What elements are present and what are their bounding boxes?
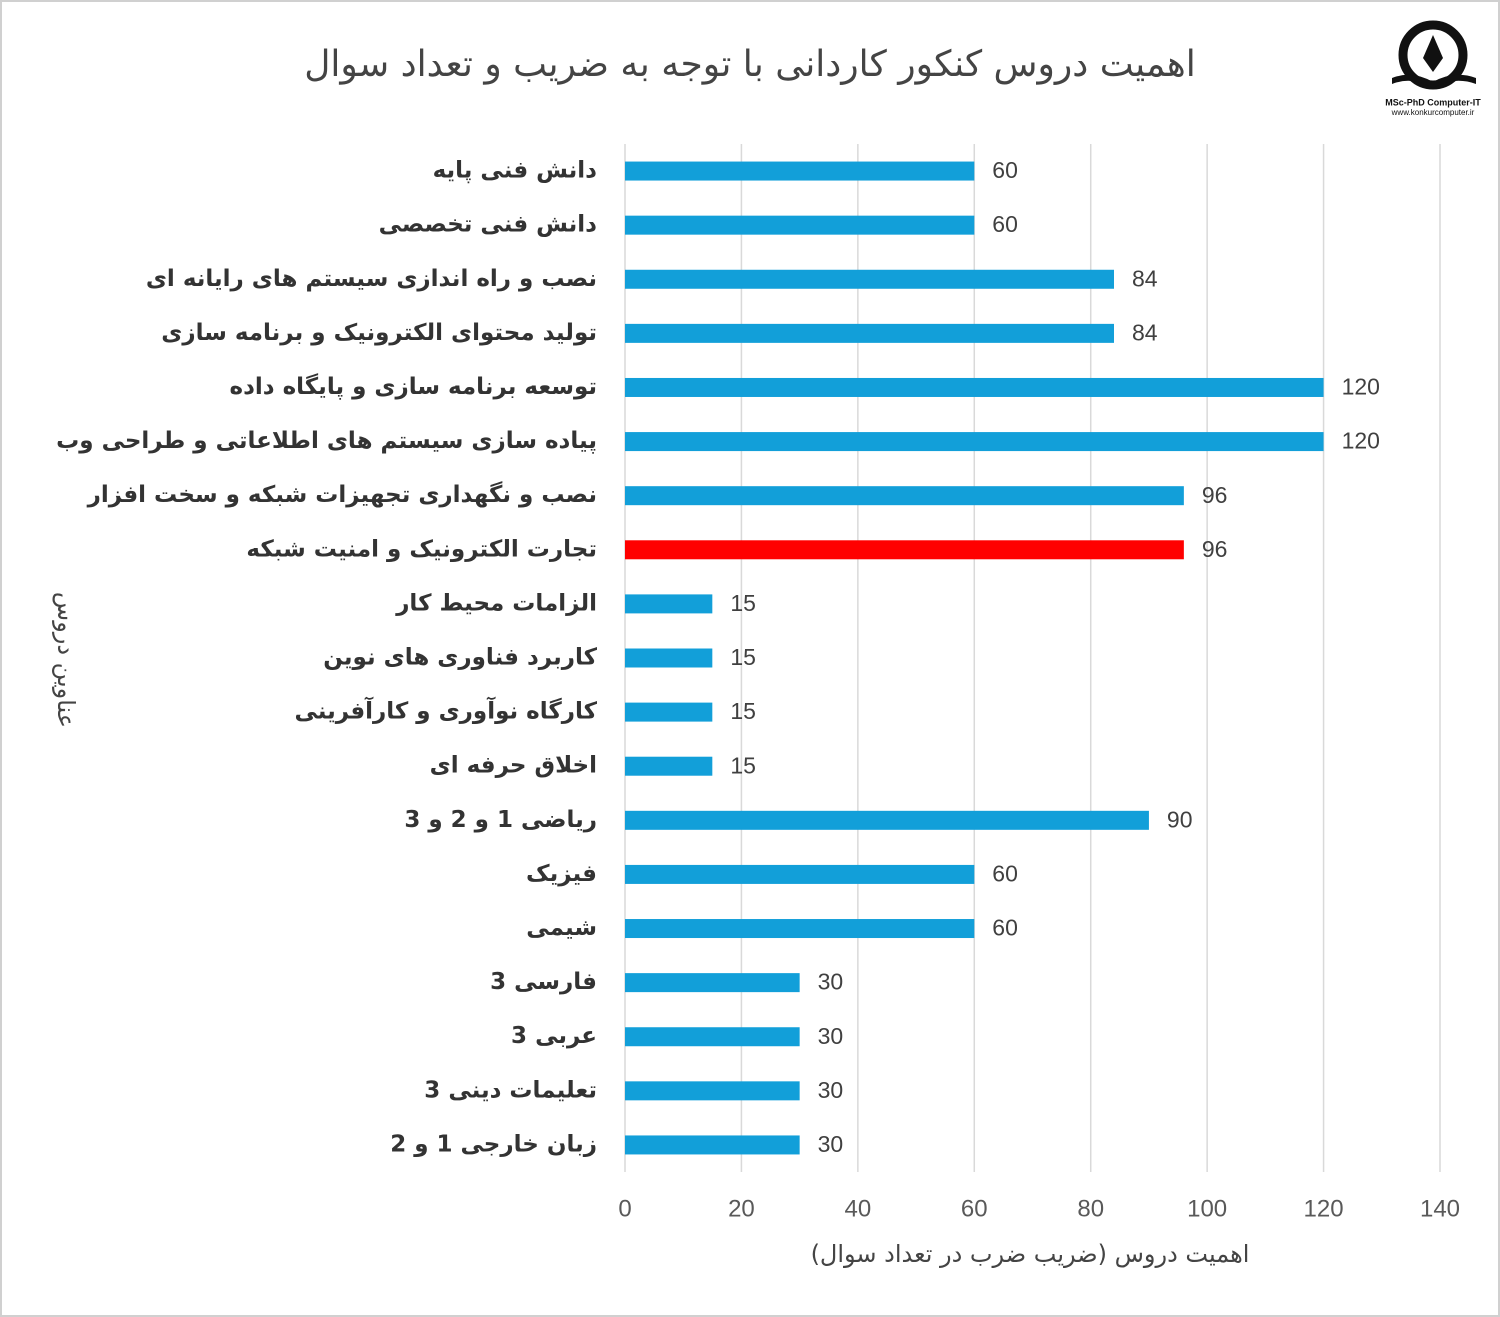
value-label: 30 xyxy=(818,1131,844,1157)
bar xyxy=(625,864,975,884)
value-label: 30 xyxy=(818,969,844,995)
x-tick-label: 0 xyxy=(618,1195,631,1222)
logo-book xyxy=(1392,74,1476,88)
y-tick-label: کارگاه نوآوری و کارآفرینی xyxy=(294,696,597,725)
bar xyxy=(625,486,1184,506)
y-tick-label: اخلاق حرفه ای xyxy=(430,753,597,779)
x-tick-label: 20 xyxy=(728,1195,755,1222)
value-label: 15 xyxy=(730,698,756,724)
chart-title: اهمیت دروس کنکور کاردانی با توجه به ضریب… xyxy=(304,44,1196,85)
logo-url: www.konkurcomputer.ir xyxy=(1391,108,1475,117)
value-label: 96 xyxy=(1202,482,1228,508)
value-label: 60 xyxy=(992,157,1018,183)
bar xyxy=(625,323,1114,343)
y-tick-label: عربی 3 xyxy=(511,1023,597,1049)
value-label: 60 xyxy=(992,860,1018,886)
y-tick-label: دانش فنی پایه xyxy=(433,158,598,184)
value-label: 90 xyxy=(1167,806,1193,832)
y-tick-label: فارسی 3 xyxy=(490,969,597,995)
bar xyxy=(625,540,1184,560)
value-label: 30 xyxy=(818,1023,844,1049)
value-label: 84 xyxy=(1132,265,1158,291)
x-tick-label: 60 xyxy=(961,1195,988,1222)
value-label: 30 xyxy=(818,1077,844,1103)
value-label: 15 xyxy=(730,752,756,778)
logo-pen xyxy=(1423,35,1443,72)
logo-title: MSc-PhD Computer-IT xyxy=(1385,97,1481,107)
y-tick-label: پیاده سازی سیستم های اطلاعاتی و طراحی وب xyxy=(56,428,597,454)
y-tick-label: نصب و نگهداری تجهیزات شبکه و سخت افزار xyxy=(87,481,597,508)
x-axis-title: اهمیت دروس (ضریب ضرب در تعداد سوال) xyxy=(811,1240,1250,1268)
y-tick-label: ریاضی 1 و 2 و 3 xyxy=(404,807,597,833)
logo: MSc-PhD Computer-IT www.konkurcomputer.i… xyxy=(1385,20,1481,117)
bar xyxy=(625,648,713,668)
y-tick-label: تولید محتوای الکترونیک و برنامه سازی xyxy=(161,320,597,346)
value-label: 15 xyxy=(730,590,756,616)
bar xyxy=(625,269,1114,289)
value-label: 60 xyxy=(992,211,1018,237)
y-tick-label: شیمی xyxy=(526,915,597,941)
bar xyxy=(625,702,713,722)
bar xyxy=(625,594,713,614)
y-tick-label: زبان خارجی 1 و 2 xyxy=(390,1131,597,1157)
x-tick-label: 100 xyxy=(1187,1195,1227,1222)
bar xyxy=(625,1081,800,1101)
x-tick-label: 120 xyxy=(1304,1195,1344,1222)
y-tick-label: کاربرد فناوری های نوین xyxy=(323,645,597,671)
value-label: 60 xyxy=(992,915,1018,941)
value-label: 15 xyxy=(730,644,756,670)
bar xyxy=(625,377,1324,397)
value-label: 120 xyxy=(1342,428,1380,454)
bar xyxy=(625,215,975,235)
y-tick-label: توسعه برنامه سازی و پایگاه داده xyxy=(230,373,597,400)
y-tick-label: نصب و راه اندازی سیستم های رایانه ای xyxy=(146,266,597,292)
bar xyxy=(625,1135,800,1155)
bar xyxy=(625,1027,800,1047)
x-tick-label: 80 xyxy=(1077,1195,1104,1222)
y-axis-title: عناوین دروس xyxy=(52,592,80,728)
y-tick-label: الزامات محیط کار xyxy=(395,590,597,616)
y-tick-label: تعلیمات دینی 3 xyxy=(424,1077,597,1103)
y-tick-label: دانش فنی تخصصی xyxy=(379,212,598,238)
y-tick-label: فیزیک xyxy=(526,861,597,887)
x-tick-label: 40 xyxy=(845,1195,872,1222)
value-label: 120 xyxy=(1342,374,1380,400)
bar xyxy=(625,973,800,993)
bar xyxy=(625,756,713,776)
bar xyxy=(625,919,975,939)
bar xyxy=(625,432,1324,452)
x-tick-label: 140 xyxy=(1420,1195,1460,1222)
y-tick-label: تجارت الکترونیک و امنیت شبکه xyxy=(246,536,597,562)
value-label: 84 xyxy=(1132,319,1158,345)
bar xyxy=(625,810,1149,830)
bar xyxy=(625,161,975,181)
value-label: 96 xyxy=(1202,536,1228,562)
